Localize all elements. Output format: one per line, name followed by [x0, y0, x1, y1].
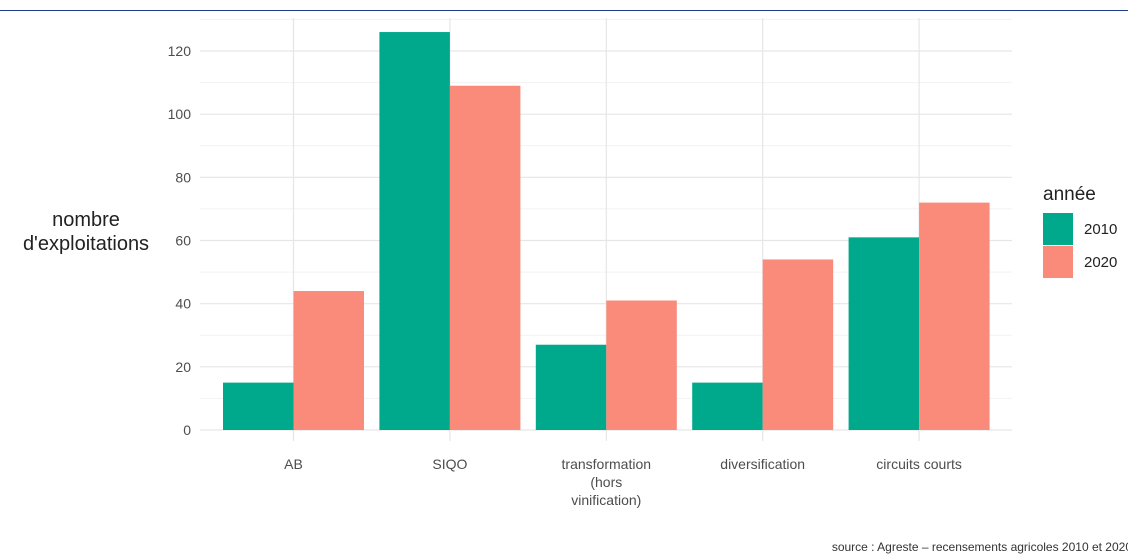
legend-title: année: [1043, 184, 1096, 205]
bar-2010-2: [535, 344, 607, 430]
bar-2020-1: [449, 85, 521, 430]
y-tick-label: 60: [175, 233, 191, 249]
top-rule: [0, 0, 1128, 11]
x-tick-label: diversification: [720, 456, 805, 472]
y-tick-label: 40: [175, 296, 191, 312]
legend-key-2020: [1043, 246, 1073, 278]
y-tick-label: 0: [183, 422, 191, 438]
bar-2020-3: [762, 259, 834, 430]
x-tick-label: transformation (hors vinification): [562, 456, 651, 508]
x-tick-label: circuits courts: [876, 456, 962, 472]
bar-2010-4: [848, 237, 920, 430]
y-axis-ticks: 0 20 40 60 80 100 120: [168, 43, 192, 438]
y-axis-label: nombre d'exploitations: [23, 209, 149, 255]
bar-2010-1: [379, 32, 450, 431]
bar-2010-3: [692, 382, 763, 430]
y-tick-label: 100: [168, 106, 192, 122]
legend: année 2010 2020: [1043, 184, 1117, 278]
bar-2020-2: [606, 300, 677, 430]
x-tick-label: SIQO: [432, 456, 467, 472]
y-tick-label: 20: [175, 359, 191, 375]
legend-label-2020: 2020: [1084, 254, 1117, 271]
source-note: source : Agreste – recensements agricole…: [831, 540, 1128, 554]
y-tick-label: 120: [168, 43, 192, 59]
legend-key-2010: [1043, 213, 1073, 245]
bar-2020-4: [919, 202, 990, 430]
bars: [223, 32, 990, 431]
bar-2020-0: [293, 291, 364, 430]
y-tick-label: 80: [175, 169, 191, 185]
x-tick-label: AB: [284, 456, 303, 472]
legend-label-2010: 2010: [1084, 221, 1117, 238]
bar-2010-0: [223, 382, 294, 430]
x-axis-ticks: AB SIQO transformation (hors vinification) di…: [284, 456, 962, 508]
